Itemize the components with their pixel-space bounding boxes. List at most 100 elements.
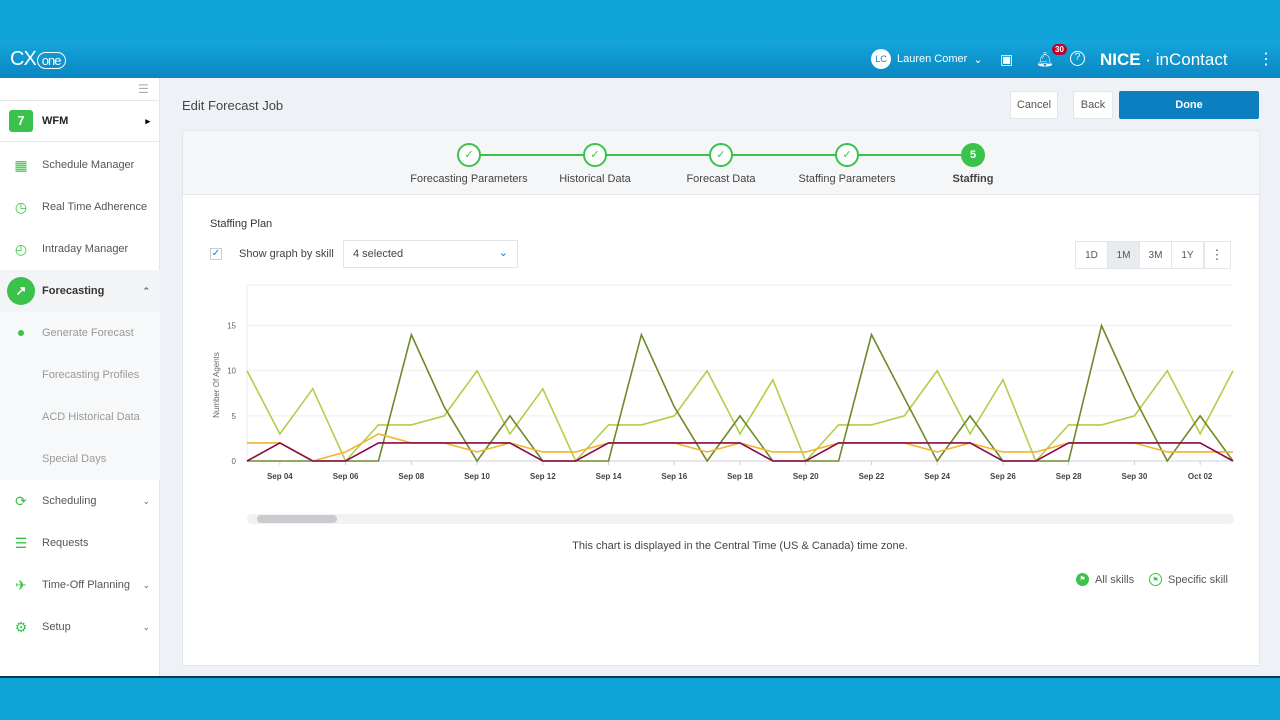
range-3m[interactable]: 3M [1140, 242, 1172, 268]
plane-icon: ✈ [15, 576, 27, 593]
step-historical-data[interactable]: ✓ Historical Data [525, 143, 665, 185]
active-dot-icon [18, 330, 24, 336]
legend-label: Specific skill [1168, 573, 1228, 586]
presentation-icon[interactable]: ▣ [1000, 51, 1014, 67]
sidebar-item-label: Time-Off Planning [42, 579, 131, 591]
x-tick-label: Sep 24 [924, 472, 950, 481]
app-header: CX one LC Lauren Comer ⌄ ▣ 🔔︎ 30 ? NICE · i… [0, 40, 1280, 78]
sidebar-item-label: Setup [42, 621, 71, 633]
x-tick-label: Sep 14 [596, 472, 622, 481]
step-forecast-data[interactable]: ✓ Forecast Data [651, 143, 791, 185]
step-staffing[interactable]: 5 Staffing [903, 143, 1043, 185]
forecast-icon: ↗ [7, 277, 35, 305]
sidebar-item-real-time-adherence[interactable]: ◷ Real Time Adherence [0, 186, 160, 228]
logo-sub: one [36, 52, 66, 69]
sidebar: ☰ 7 WFM ▸ ▦ Schedule Manager ◷ Real Time Ad… [0, 78, 160, 676]
sidebar-item-wfm[interactable]: 7 WFM ▸ [0, 100, 160, 142]
check-icon: ✓ [457, 143, 481, 167]
scrollbar-thumb[interactable] [257, 515, 337, 523]
x-tick-label: Sep 08 [398, 472, 424, 481]
sidebar-item-schedule-manager[interactable]: ▦ Schedule Manager [0, 144, 160, 186]
list-icon: ☰ [14, 534, 28, 551]
flag-icon: ⚑ [1076, 573, 1089, 586]
series-line-skill-3 [247, 433, 1233, 462]
range-1m[interactable]: 1M [1108, 242, 1140, 268]
step-number: 5 [961, 143, 985, 167]
chevron-down-icon: ⌄ [498, 247, 508, 259]
help-icon[interactable]: ? [1070, 51, 1085, 66]
step-label: Staffing [952, 173, 994, 185]
sidebar-item-label: WFM [42, 115, 69, 127]
show-graph-label: Show graph by skill [239, 248, 334, 260]
sidebar-item-intraday-manager[interactable]: ◴ Intraday Manager [0, 228, 160, 270]
brand-bold: NICE [1100, 50, 1141, 69]
sidebar-item-time-off-planning[interactable]: ✈ Time-Off Planning ⌄ [0, 564, 160, 606]
sidebar-item-scheduling[interactable]: ⟳ Scheduling ⌄ [0, 480, 160, 522]
y-axis-label: Number Of Agents [212, 352, 221, 418]
series-line-skill-2 [247, 323, 1234, 463]
y-tick-label: 15 [227, 322, 236, 331]
collapse-menu-icon[interactable]: ☰ [138, 82, 149, 96]
calendar-icon: ▦ [14, 156, 28, 173]
x-tick-label: Sep 22 [859, 472, 885, 481]
settings-icon: ⚙ [14, 618, 28, 635]
logo-text: CX [10, 48, 37, 70]
x-tick-label: Sep 18 [727, 472, 753, 481]
notification-badge: 30 [1052, 44, 1067, 55]
sidebar-item-requests[interactable]: ☰ Requests [0, 522, 160, 564]
sidebar-item-label: Scheduling [42, 495, 97, 507]
series-line-skill-4 [246, 442, 1234, 462]
sidebar-item-label: Special Days [42, 453, 107, 465]
sidebar-item-forecasting[interactable]: ↗ Forecasting ⌃ [0, 270, 160, 312]
check-icon: ✓ [835, 143, 859, 167]
clock-icon: ◴ [14, 240, 28, 257]
sidebar-subitem-acd-historical-data[interactable]: ACD Historical Data [0, 396, 160, 438]
calendar-7-icon: 7 [9, 110, 33, 132]
skill-select[interactable]: 4 selected ⌄ [343, 240, 518, 268]
app-grid-icon[interactable]: ⋮⋮ [1258, 51, 1280, 68]
legend-specific-skill[interactable]: ⚑ Specific skill [1149, 573, 1228, 586]
x-tick-label: Sep 28 [1056, 472, 1082, 481]
sidebar-item-label: Forecasting Profiles [42, 369, 140, 381]
check-icon: ✓ [583, 143, 607, 167]
step-label: Forecast Data [686, 173, 756, 185]
bell-icon[interactable]: 🔔︎ [1036, 51, 1054, 67]
brand-rest: inContact [1155, 50, 1228, 69]
sidebar-item-label: Intraday Manager [42, 243, 129, 255]
more-options-icon[interactable]: ⋮ [1203, 241, 1231, 269]
sidebar-item-setup[interactable]: ⚙ Setup ⌄ [0, 606, 160, 648]
user-name: Lauren Comer [897, 53, 968, 65]
chart-scrollbar[interactable] [247, 514, 1234, 524]
bottom-band [0, 676, 1280, 720]
page-title: Edit Forecast Job [182, 98, 284, 113]
wizard-stepper: ✓ Forecasting Parameters ✓ Historical Data… [183, 131, 1259, 195]
stopwatch-icon: ◷ [14, 198, 28, 215]
range-1d[interactable]: 1D [1076, 242, 1108, 268]
chevron-down-icon: ⌄ [973, 53, 983, 66]
chevron-up-icon: ⌃ [142, 285, 150, 296]
cxone-logo[interactable]: CX one [10, 48, 66, 71]
user-menu[interactable]: LC Lauren Comer ⌄ [871, 49, 983, 69]
sidebar-subitem-generate-forecast[interactable]: Generate Forecast [0, 312, 160, 354]
x-tick-label: Sep 10 [464, 472, 490, 481]
cancel-button[interactable]: Cancel [1010, 91, 1058, 119]
x-tick-label: Sep 12 [530, 472, 556, 481]
sidebar-item-label: Forecasting [42, 285, 105, 297]
step-staffing-parameters[interactable]: ✓ Staffing Parameters [777, 143, 917, 185]
y-tick-label: 5 [232, 412, 237, 421]
legend-label: All skills [1095, 573, 1135, 586]
legend-all-skills[interactable]: ⚑ All skills [1076, 573, 1134, 586]
series-line-skill-1 [246, 369, 1234, 463]
back-button[interactable]: Back [1073, 91, 1113, 119]
x-tick-label: Sep 04 [267, 472, 293, 481]
sidebar-subitem-special-days[interactable]: Special Days [0, 438, 160, 480]
flag-outline-icon: ⚑ [1149, 573, 1162, 586]
sidebar-subitem-forecasting-profiles[interactable]: Forecasting Profiles [0, 354, 160, 396]
avatar: LC [871, 49, 891, 69]
sidebar-item-label: Real Time Adherence [42, 201, 148, 213]
y-tick-label: 0 [232, 457, 237, 466]
step-forecasting-parameters[interactable]: ✓ Forecasting Parameters [399, 143, 539, 185]
done-button[interactable]: Done [1119, 91, 1259, 119]
show-graph-checkbox[interactable]: ✓ [210, 248, 222, 260]
